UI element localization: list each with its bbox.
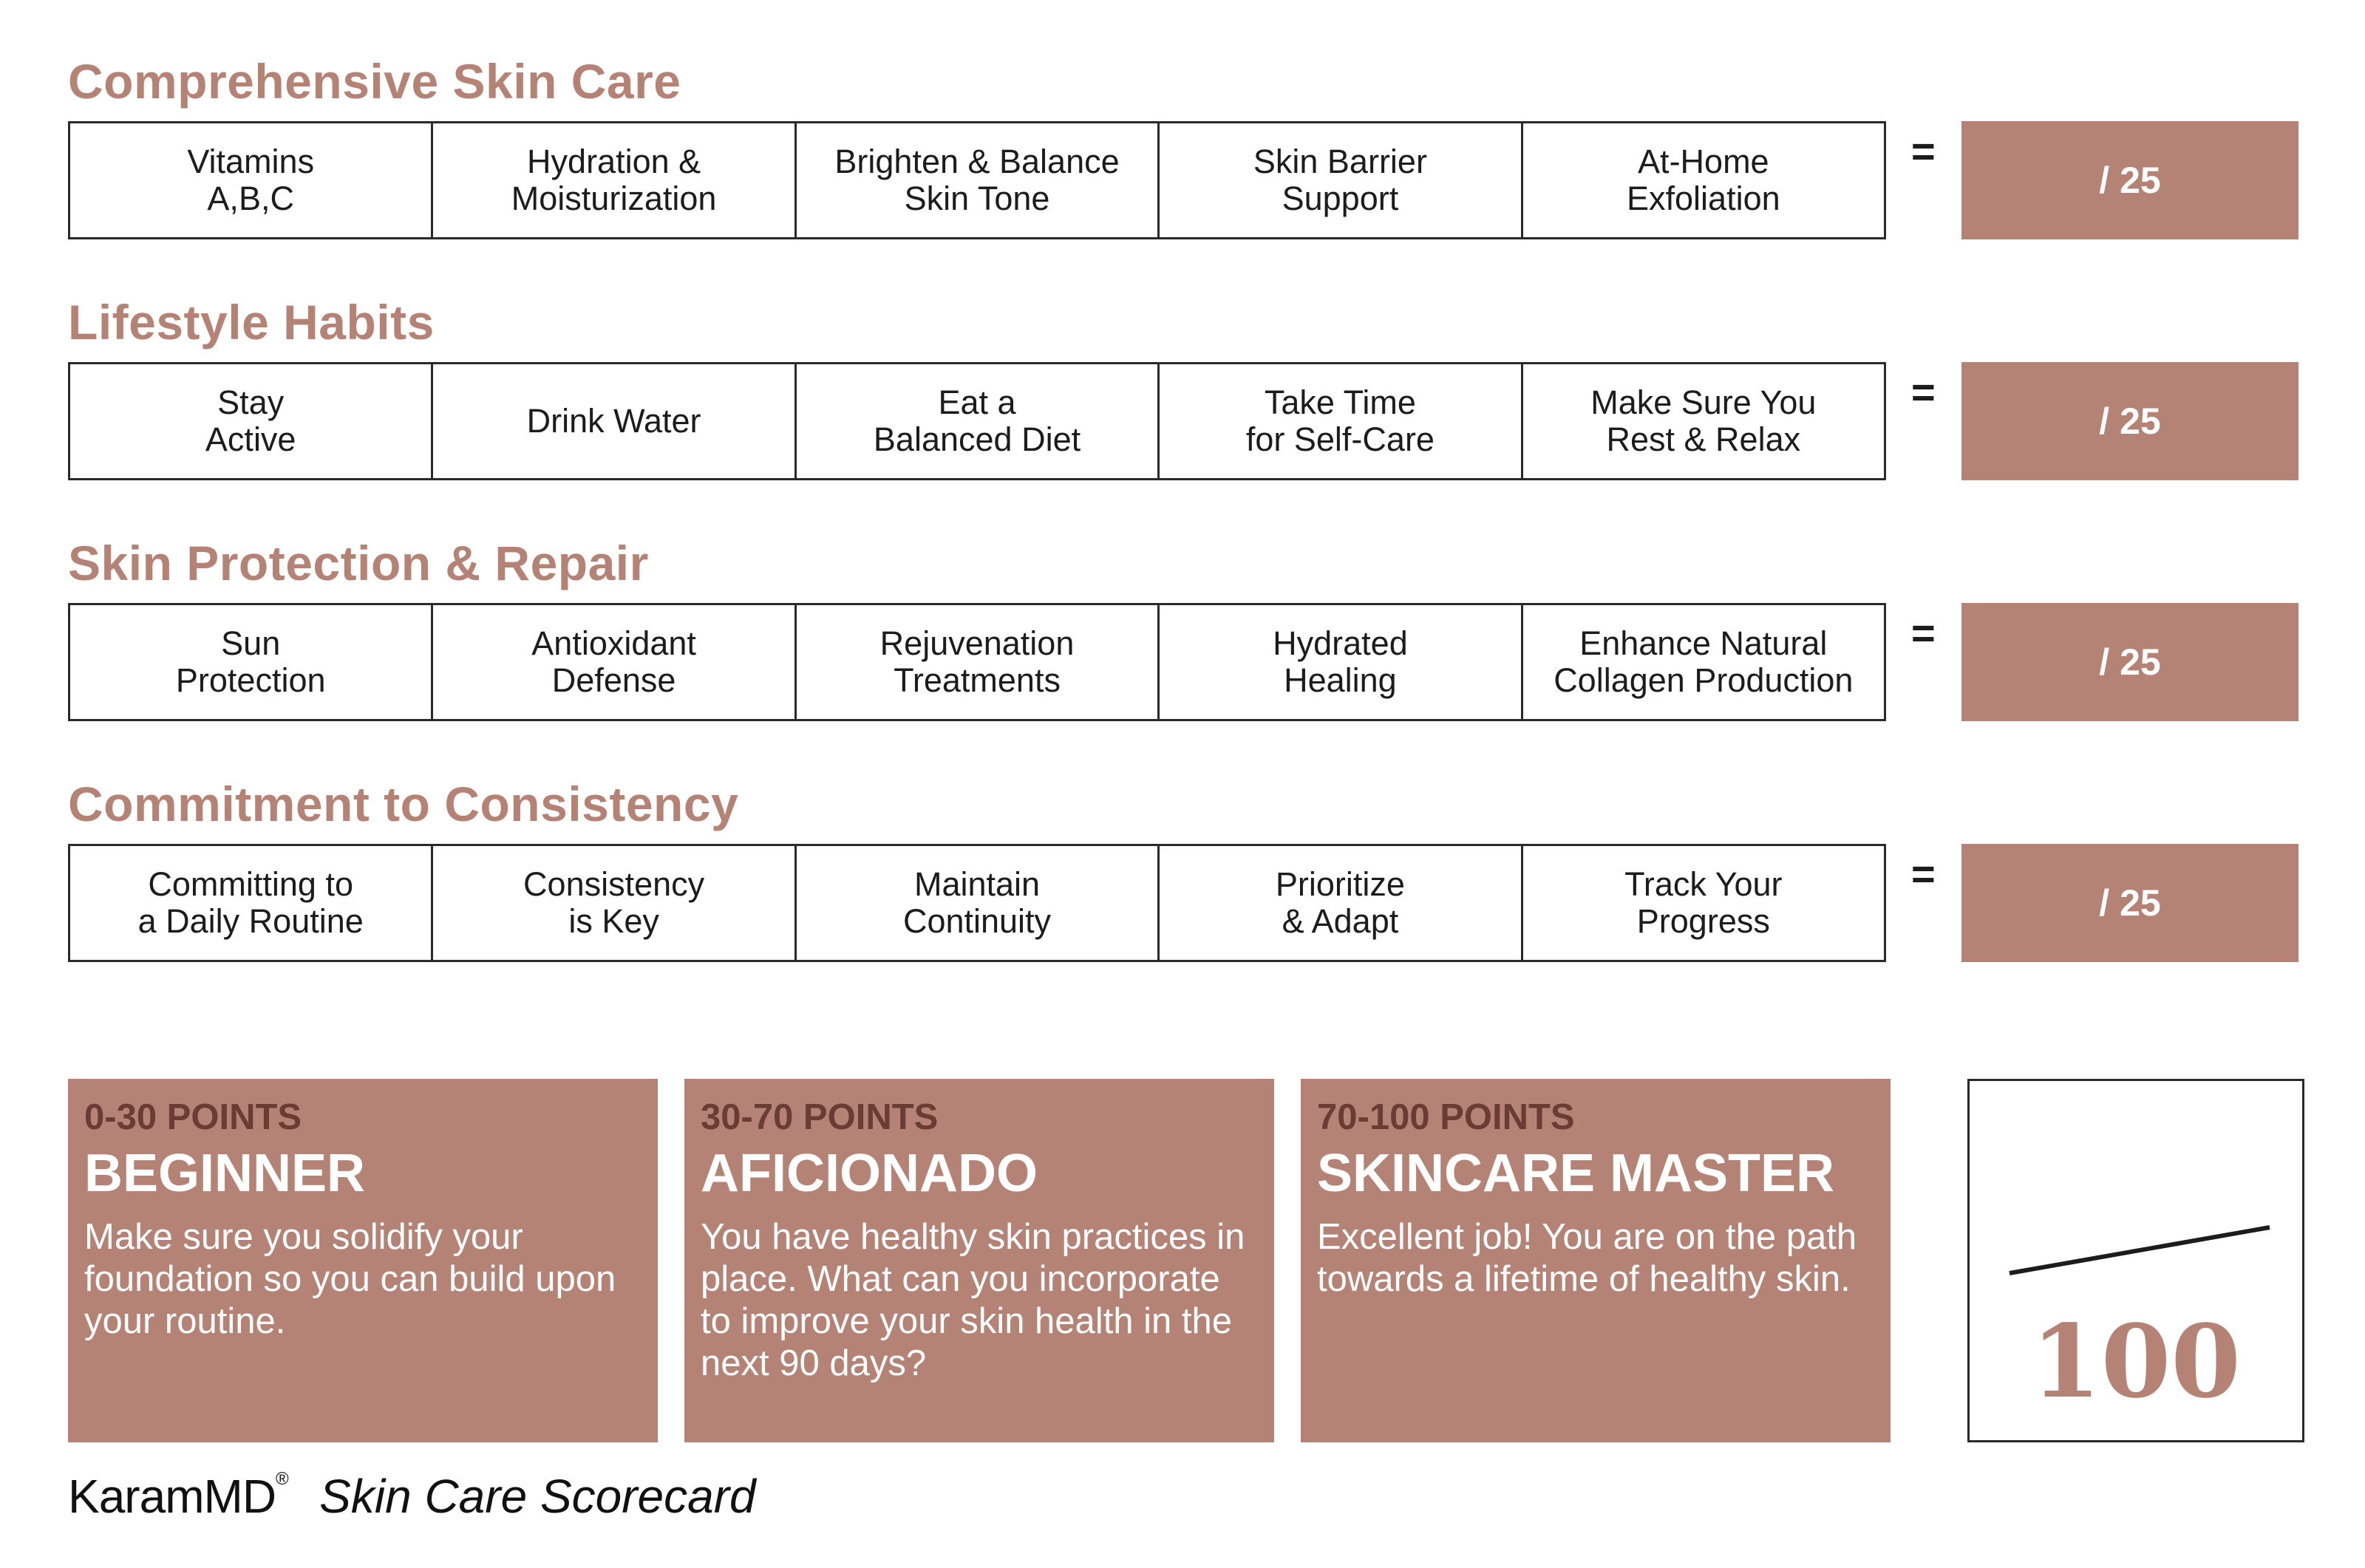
level-legend: 0-30 POINTS BEGINNER Make sure you solid… (68, 1079, 1893, 1442)
level-points-range: 30-70 POINTS (701, 1097, 939, 1137)
habit-cell[interactable]: Consistency is Key (433, 846, 797, 960)
habit-cell[interactable]: Maintain Continuity (797, 846, 1160, 960)
habit-cell[interactable]: Hydrated Healing (1160, 605, 1523, 719)
section-score-box[interactable]: / 25 (1961, 362, 2298, 480)
total-score-max: 100 (2031, 1303, 2241, 1421)
level-description: Make sure you solidify your foundation s… (84, 1217, 616, 1341)
footer: KaramMD® Skin Care Scorecard (68, 1469, 756, 1524)
brand-name: KaramMD (68, 1470, 276, 1523)
habit-cell[interactable]: Make Sure You Rest & Relax (1590, 384, 1817, 458)
level-card-aficionado: 30-70 POINTS AFICIONADO You have healthy… (684, 1079, 1274, 1442)
habit-cell[interactable]: Committing to a Daily Routine (70, 846, 434, 960)
section-title: Comprehensive Skin Care (68, 54, 681, 109)
habit-cell[interactable]: Skin Barrier Support (1160, 123, 1523, 237)
section-score-box[interactable]: / 25 (1961, 844, 2298, 962)
habit-cell[interactable]: Prioritize & Adapt (1160, 846, 1523, 960)
habit-cell[interactable]: Take Time for Self-Care (1160, 364, 1523, 478)
section-score-box[interactable]: / 25 (1961, 121, 2298, 239)
level-description: Excellent job! You are on the path towar… (1317, 1217, 1857, 1299)
habit-cell[interactable]: Drink Water (433, 364, 797, 478)
equals-sign: = (1911, 128, 1936, 174)
habit-cell[interactable]: Track Your Progress (1624, 865, 1783, 940)
equals-sign: = (1911, 851, 1936, 897)
level-card-beginner: 0-30 POINTS BEGINNER Make sure you solid… (68, 1079, 658, 1442)
section-title: Lifestyle Habits (68, 295, 435, 350)
habit-row: Stay Active Drink Water Eat a Balanced D… (68, 362, 1886, 480)
habit-row: Vitamins A,B,C Hydration & Moisturizatio… (68, 121, 1886, 239)
level-description: You have healthy skin practices in place… (701, 1217, 1245, 1383)
document-title: Skin Care Scorecard (319, 1470, 756, 1523)
habit-cell[interactable]: Antioxidant Defense (433, 605, 797, 719)
brand-logo: KaramMD® (68, 1469, 289, 1523)
level-points-range: 70-100 POINTS (1317, 1097, 1575, 1137)
level-points-range: 0-30 POINTS (84, 1097, 302, 1137)
habit-cell[interactable]: Stay Active (70, 364, 434, 478)
habit-cell[interactable]: Sun Protection (70, 605, 434, 719)
total-score-box[interactable]: 100 (1967, 1079, 2304, 1442)
registered-mark: ® (276, 1469, 289, 1489)
section-score-box[interactable]: / 25 (1961, 603, 2298, 721)
habit-cell[interactable]: Hydration & Moisturization (433, 123, 797, 237)
habit-row: Sun Protection Antioxidant Defense Rejuv… (68, 603, 1886, 721)
habit-cell[interactable]: Enhance Natural Collagen Production (1554, 624, 1854, 699)
section-title: Commitment to Consistency (68, 777, 739, 831)
habit-cell[interactable]: Brighten & Balance Skin Tone (797, 123, 1160, 237)
habit-row: Committing to a Daily Routine Consistenc… (68, 844, 1886, 962)
level-name: AFICIONADO (701, 1144, 1038, 1203)
habit-cell[interactable]: Vitamins A,B,C (70, 123, 434, 237)
equals-sign: = (1911, 369, 1936, 415)
habit-cell[interactable]: Eat a Balanced Diet (797, 364, 1160, 478)
level-name: BEGINNER (84, 1144, 366, 1203)
score-entry-line (2009, 1225, 2270, 1275)
habit-cell[interactable]: At-Home Exfoliation (1627, 143, 1780, 217)
level-name: SKINCARE MASTER (1317, 1144, 1835, 1203)
level-card-skincare-master: 70-100 POINTS SKINCARE MASTER Excellent … (1301, 1079, 1891, 1442)
equals-sign: = (1911, 610, 1936, 656)
section-title: Skin Protection & Repair (68, 536, 649, 590)
habit-cell[interactable]: Rejuvenation Treatments (797, 605, 1160, 719)
